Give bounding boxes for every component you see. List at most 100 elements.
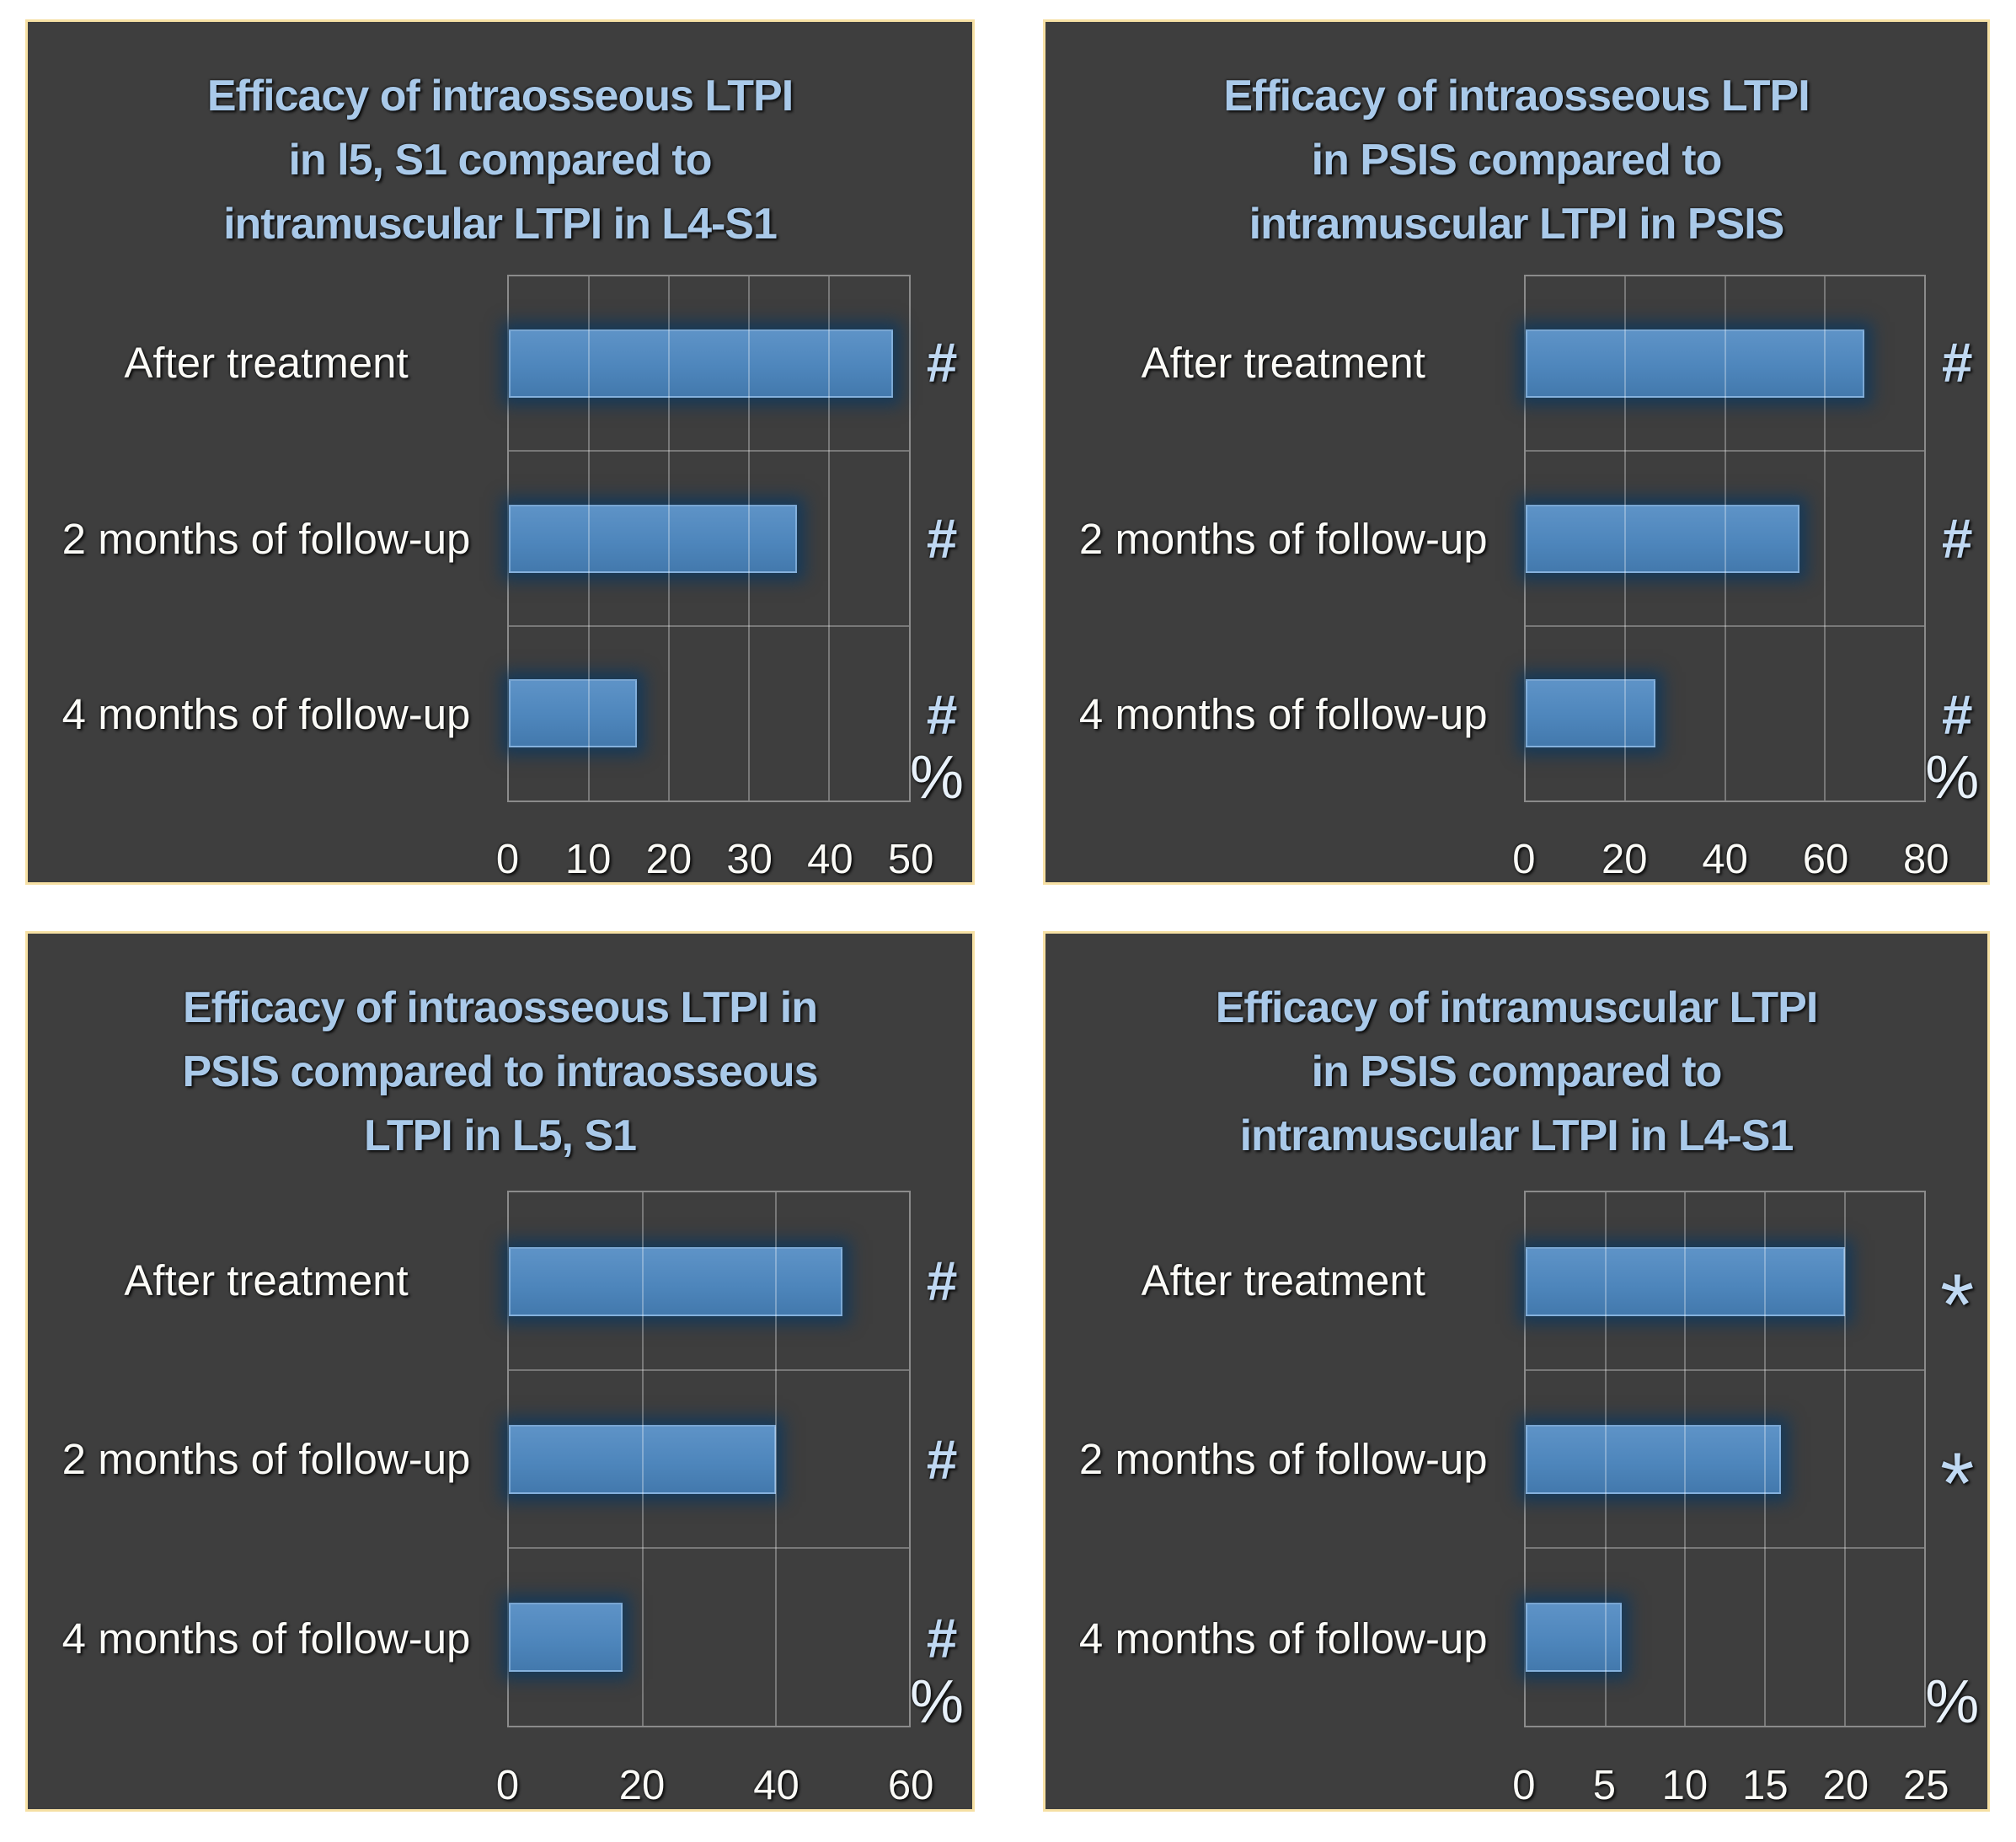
plot-bands (509, 276, 909, 801)
x-axis-unit-label: % (1925, 743, 1980, 811)
bar (509, 1246, 842, 1317)
bar (1525, 678, 1655, 747)
category-labels: After treatment 2 months of follow-up 4 mo… (28, 1191, 505, 1727)
chart-body: After treatment 2 months of follow-up 4 mo… (1045, 22, 1987, 882)
chart-body: After treatment 2 months of follow-up 4 mo… (28, 22, 972, 882)
significance-marker: # (1941, 683, 1973, 746)
chart-title-line: in PSIS compared to (1311, 1047, 1723, 1096)
significance-marker: * (1939, 1435, 1975, 1534)
chart-title-line: intramuscular LTPI in L4-S1 (223, 200, 778, 249)
x-tick-label: 0 (1512, 1762, 1536, 1808)
significance-marker: # (1941, 507, 1973, 570)
x-tick-label: 20 (1602, 836, 1648, 882)
category-label: After treatment (124, 1256, 409, 1305)
plot-area (507, 1191, 912, 1728)
x-tick-label: 10 (1661, 1762, 1709, 1808)
figure-grid: Efficacy of intraosseous LTPI in l5, S1 … (25, 19, 1990, 1812)
bar-band (509, 1548, 909, 1726)
significance-markers: * * (1927, 1191, 1987, 1727)
bar-band (1525, 1548, 1924, 1726)
significance-marker: * (1939, 1256, 1975, 1355)
x-tick-label: 15 (1742, 1762, 1789, 1808)
bar-band (509, 451, 909, 625)
x-axis-unit-label: % (910, 743, 965, 811)
significance-markers: # # # (912, 275, 972, 802)
category-label: 2 months of follow-up (1078, 514, 1488, 563)
chart-title-line: intramuscular LTPI in L4-S1 (1239, 1111, 1794, 1160)
category-label: After treatment (124, 338, 409, 387)
category-label: 2 months of follow-up (1078, 1435, 1488, 1484)
category-labels: After treatment 2 months of follow-up 4 mo… (1045, 275, 1521, 802)
chart-title-line: LTPI in L5, S1 (363, 1111, 637, 1160)
chart-title-line: PSIS compared to intraosseous (182, 1047, 818, 1096)
bar-band (509, 1192, 909, 1370)
bar-band (509, 626, 909, 801)
bar (1525, 329, 1865, 399)
x-axis-unit-label: % (1925, 1668, 1980, 1736)
x-tick-label: 20 (645, 836, 692, 882)
bar (509, 1602, 623, 1672)
category-label: 4 months of follow-up (61, 1614, 471, 1663)
bar-band (1525, 451, 1924, 625)
x-axis-ticks: 0 20 40 60 80 (1512, 836, 1949, 886)
x-tick-label: 0 (495, 836, 520, 882)
chart-title: Efficacy of intraosseous LTPI in l5, S1 … (28, 64, 972, 256)
category-labels: After treatment 2 months of follow-up 4 mo… (1045, 1191, 1521, 1727)
chart-panel-top-right: Efficacy of intraosseous LTPI in PSIS co… (1043, 19, 1990, 885)
x-tick-label: 25 (1903, 1762, 1949, 1808)
x-tick-label: 60 (887, 1762, 934, 1808)
chart-title: Efficacy of intramuscular LTPI in PSIS c… (1045, 976, 1987, 1168)
chart-title-line: Efficacy of intraosseous LTPI in (183, 983, 818, 1032)
x-tick-label: 40 (753, 1762, 799, 1808)
plot-bands (1525, 1192, 1924, 1726)
x-tick-label: 80 (1903, 836, 1949, 882)
chart-title-line: Efficacy of intramuscular LTPI (1215, 983, 1819, 1032)
x-tick-label: 0 (495, 1762, 520, 1808)
plot-area (507, 275, 912, 803)
chart-title-line: in l5, S1 compared to (288, 136, 712, 185)
bar (1525, 504, 1800, 573)
chart-panel-bottom-right: Efficacy of intramuscular LTPI in PSIS c… (1043, 931, 1990, 1812)
significance-marker: # (1941, 331, 1973, 394)
category-label: 4 months of follow-up (1078, 690, 1488, 739)
category-label: 2 months of follow-up (61, 514, 471, 563)
bar-band (1525, 1192, 1924, 1370)
plot-bands (1525, 276, 1924, 801)
chart-title-line: in PSIS compared to (1311, 136, 1723, 185)
bar (509, 504, 798, 573)
category-label: 4 months of follow-up (1078, 1614, 1488, 1663)
category-label: After treatment (1141, 1256, 1425, 1305)
category-labels: After treatment 2 months of follow-up 4 mo… (28, 275, 505, 802)
x-tick-label: 40 (1702, 836, 1748, 882)
significance-markers: # # # (1927, 275, 1987, 802)
chart-title-line: Efficacy of intraosseous LTPI (1223, 72, 1810, 120)
plot-area (1523, 1191, 1927, 1728)
x-axis-ticks: 0 20 40 60 (496, 1762, 934, 1813)
significance-markers: # # # (912, 1191, 972, 1727)
bar-band (509, 276, 909, 451)
plot-area (1523, 275, 1927, 803)
bar-band (1525, 626, 1924, 801)
bar (1525, 1246, 1845, 1317)
chart-title-line: intramuscular LTPI in PSIS (1249, 200, 1785, 249)
significance-marker: # (926, 1607, 958, 1670)
chart-title: Efficacy of intraosseous LTPI in PSIS co… (1045, 64, 1987, 256)
bar-band (509, 1370, 909, 1548)
significance-marker: # (926, 507, 958, 570)
x-axis-ticks: 0 10 20 30 40 50 (496, 836, 934, 886)
bar-band (1525, 276, 1924, 451)
x-axis-unit-label: % (910, 1668, 965, 1736)
chart-panel-top-left: Efficacy of intraosseous LTPI in l5, S1 … (25, 19, 975, 885)
chart-title: Efficacy of intraosseous LTPI in PSIS co… (28, 976, 972, 1168)
significance-marker: # (926, 683, 958, 746)
category-label: 2 months of follow-up (61, 1435, 471, 1484)
x-tick-label: 20 (1822, 1762, 1869, 1808)
chart-body: After treatment 2 months of follow-up 4 mo… (28, 934, 972, 1809)
bar (1525, 1602, 1622, 1672)
chart-panel-bottom-left: Efficacy of intraosseous LTPI in PSIS co… (25, 931, 975, 1812)
x-tick-label: 30 (726, 836, 773, 882)
x-tick-label: 0 (1512, 836, 1536, 882)
bar-band (1525, 1370, 1924, 1548)
x-tick-label: 50 (887, 836, 934, 882)
category-label: After treatment (1141, 338, 1425, 387)
